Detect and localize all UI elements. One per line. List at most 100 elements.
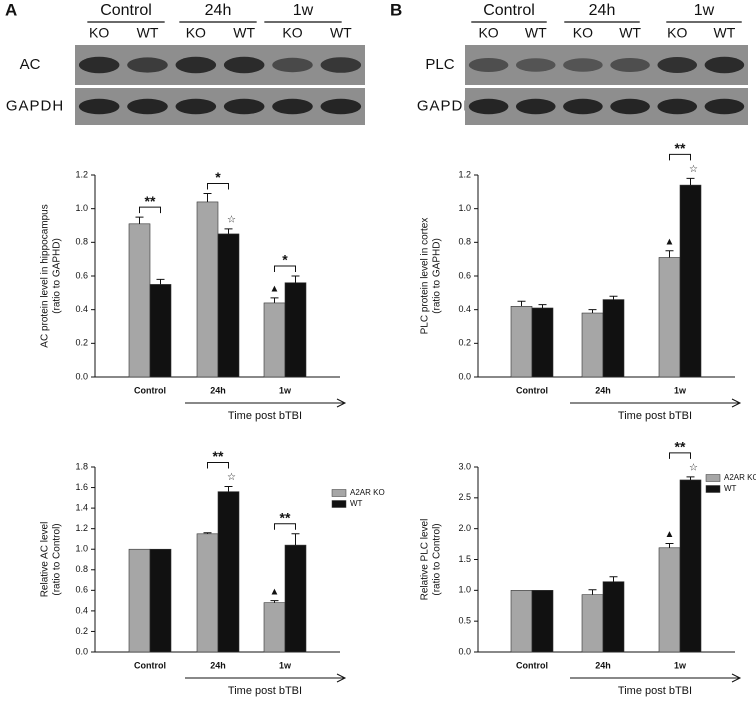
x-tick-label: 1w (674, 660, 687, 670)
lane-label: KO (478, 25, 498, 41)
error-bar (270, 297, 279, 303)
y-tick-label: 1.2 (458, 169, 471, 179)
bar (602, 581, 625, 653)
legend-label: WT (724, 484, 737, 493)
x-tick-label: 1w (674, 385, 687, 395)
y-tick-label: 2.5 (458, 492, 471, 502)
blot-group-label: Control (100, 2, 152, 19)
blot-row-label: GAPDH (6, 97, 64, 114)
bar (149, 284, 172, 378)
blot-band (127, 57, 168, 73)
y-tick-label: 0.6 (75, 585, 88, 595)
y-tick-label: 0.2 (75, 626, 88, 636)
bar (128, 548, 151, 653)
y-tick-label: 0.2 (75, 338, 88, 348)
lane-label: KO (89, 25, 109, 41)
blot-row-label: AC (20, 56, 41, 73)
bar (217, 491, 240, 653)
lane-label: WT (137, 25, 159, 41)
significance-label: ** (145, 193, 156, 209)
error-bar (203, 532, 212, 534)
blot-band (515, 58, 556, 72)
legend-label: WT (350, 499, 363, 508)
y-tick-label: 1.4 (75, 502, 88, 512)
legend-swatch (705, 485, 721, 493)
significance-marker: ☆ (227, 472, 236, 483)
bar (510, 305, 533, 378)
y-tick-label: 0.5 (458, 616, 471, 626)
bar (531, 307, 554, 378)
bar (679, 184, 702, 378)
blot-strip (465, 45, 748, 85)
error-bar (135, 216, 144, 224)
x-tick-label: Control (134, 385, 166, 395)
bar (658, 257, 681, 378)
significance-marker: ☆ (689, 463, 698, 474)
blot-band (610, 58, 650, 72)
blot-strip (75, 88, 365, 125)
significance-bracket (669, 153, 691, 161)
error-bar (665, 542, 674, 548)
blot-band (175, 98, 217, 115)
legend-label: A2AR KO (724, 473, 756, 482)
y-tick-label: 0.0 (75, 646, 88, 656)
significance-label: ** (280, 510, 291, 526)
y-tick-label: 0.0 (75, 371, 88, 381)
error-bar (686, 476, 695, 480)
y-tick-label: 1.6 (75, 482, 88, 492)
y-axis-label: (ratio to Control) (52, 523, 63, 595)
significance-marker: ▲ (270, 284, 280, 295)
blot-band (78, 56, 120, 74)
bar (581, 594, 604, 653)
blot-row-label: GAPDH (417, 97, 475, 114)
significance-marker: ▲ (665, 236, 675, 247)
lane-label: WT (714, 25, 736, 41)
y-tick-label: 3.0 (458, 461, 471, 471)
legend-swatch (331, 500, 347, 508)
y-tick-label: 1.0 (458, 585, 471, 595)
error-bar (203, 193, 212, 202)
time-arrow (570, 673, 742, 683)
error-bar (156, 278, 165, 285)
x-tick-label: 24h (210, 385, 226, 395)
error-bar (665, 250, 674, 258)
blot-band (657, 98, 698, 115)
blot-strip (465, 88, 748, 125)
bar (658, 547, 681, 653)
error-bar (517, 300, 526, 307)
bar (217, 233, 240, 378)
y-tick-label: 0.4 (75, 304, 88, 314)
y-tick-label: 0.0 (458, 646, 471, 656)
lane-label: KO (282, 25, 302, 41)
y-tick-label: 1.5 (458, 554, 471, 564)
y-tick-label: 0.6 (458, 270, 471, 280)
error-bar (609, 295, 618, 300)
bar (196, 201, 219, 378)
significance-label: ** (213, 448, 224, 464)
lane-label: WT (233, 25, 255, 41)
blot-band (223, 98, 265, 115)
lane-label: WT (619, 25, 641, 41)
blot-band (704, 56, 745, 74)
x-tick-label: 24h (210, 660, 226, 670)
blot-band (704, 98, 745, 115)
bar (149, 548, 172, 653)
y-tick-label: 0.6 (75, 270, 88, 280)
y-axis-label: (ratio to Control) (432, 523, 443, 595)
panel-letter: B (390, 0, 402, 19)
legend-swatch (331, 489, 347, 497)
x-axis-label: Time post bTBI (228, 410, 302, 422)
lane-label: WT (330, 25, 352, 41)
x-tick-label: 24h (595, 660, 611, 670)
bar (263, 302, 286, 378)
y-axis-label: Relative AC level (40, 522, 51, 598)
blot-group-label: 24h (589, 2, 616, 19)
error-bar (291, 275, 300, 283)
lane-label: KO (667, 25, 687, 41)
error-bar (538, 304, 547, 308)
legend-label: A2AR KO (350, 488, 385, 497)
bar (128, 223, 151, 378)
y-axis-label: Relative PLC level (420, 519, 431, 601)
